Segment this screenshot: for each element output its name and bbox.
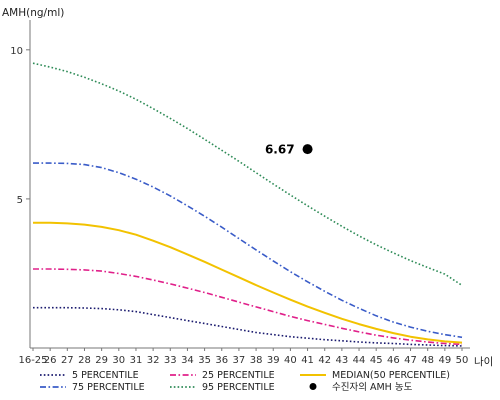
x-tick-label: 33 [164,355,177,366]
y-axis-title: AMH(ng/ml) [2,7,64,19]
x-axis-title: 나이 [474,356,493,368]
legend-item-median-50-percentile: MEDIAN(50 PERCENTILE) [300,370,450,381]
legend: 5 PERCENTILE 25 PERCENTILE MEDIAN(50 PERCE… [40,370,450,393]
x-tick-label: 41 [301,355,314,366]
x-tick-label: 34 [181,355,194,366]
legend-label: MEDIAN(50 PERCENTILE) [332,370,450,381]
x-tick-label: 50 [456,355,469,366]
legend-label: 수진자의 AMH 농도 [332,382,413,393]
x-tick-label: 16-25 [18,355,47,366]
series-line-75-percentile [33,162,463,339]
legend-item-5-percentile: 5 PERCENTILE [40,370,139,381]
legend-label: 95 PERCENTILE [202,382,275,393]
x-tick-label: 43 [336,355,349,366]
series-line-5-percentile [33,306,463,347]
x-tick-label: 39 [267,355,280,366]
x-tick-label: 48 [421,355,434,366]
legend-item-95-percentile: 95 PERCENTILE [170,382,275,393]
y-tick-label: 5 [17,195,23,206]
series-line-25-percentile [33,268,463,346]
legend-item-75-percentile: 75 PERCENTILE [40,382,145,393]
x-tick-label: 49 [438,355,451,366]
patient-amh-point [302,144,313,155]
legend-label: 75 PERCENTILE [72,382,145,393]
legend-item-25-percentile: 25 PERCENTILE [170,370,275,381]
series-line-median-50-percentile [33,221,463,344]
series-line-95-percentile [32,62,463,287]
x-tick-label: 36 [215,355,228,366]
series-lines [32,62,463,347]
legend-item-patient-amh: 수진자의 AMH 농도 [309,382,413,393]
x-tick-label: 47 [404,355,417,366]
legend-label: 5 PERCENTILE [72,370,139,381]
x-tick-label: 37 [233,355,246,366]
x-tick-label: 45 [370,355,383,366]
legend-swatch [309,383,317,390]
y-axis-ticks: 5 10 [10,46,30,206]
x-tick-label: 42 [318,355,331,366]
x-tick-label: 35 [198,355,211,366]
x-tick-label: 38 [250,355,263,366]
x-tick-label: 44 [353,355,366,366]
x-tick-label: 30 [112,355,125,366]
x-tick-label: 26 [44,355,57,366]
patient-amh-annotation: 6.67 [265,143,313,157]
x-tick-label: 40 [284,355,297,366]
x-tick-label: 31 [130,355,143,366]
x-tick-label: 46 [387,355,400,366]
patient-amh-label: 6.67 [265,143,295,157]
x-tick-label: 29 [95,355,108,366]
y-tick-label: 10 [10,46,23,57]
x-tick-label: 32 [147,355,160,366]
legend-label: 25 PERCENTILE [202,370,275,381]
x-tick-label: 28 [78,355,91,366]
x-tick-label: 27 [61,355,74,366]
